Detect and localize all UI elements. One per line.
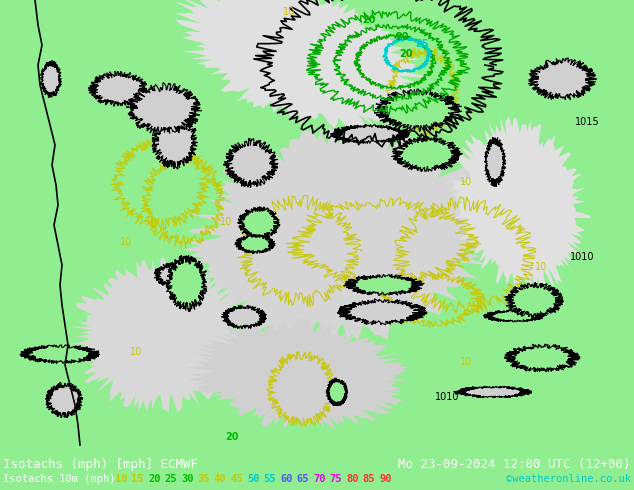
Text: 10: 10 xyxy=(120,237,133,247)
Polygon shape xyxy=(88,71,147,106)
Polygon shape xyxy=(166,255,207,312)
Polygon shape xyxy=(174,0,429,132)
Text: 65: 65 xyxy=(297,474,309,484)
Text: 60: 60 xyxy=(280,474,292,484)
Polygon shape xyxy=(20,344,100,364)
Polygon shape xyxy=(330,124,410,144)
Polygon shape xyxy=(221,305,266,329)
Text: 10: 10 xyxy=(283,7,295,17)
Text: 90: 90 xyxy=(379,474,392,484)
Text: 50: 50 xyxy=(247,474,259,484)
Polygon shape xyxy=(126,83,202,134)
Text: 15: 15 xyxy=(131,474,144,484)
Text: 20: 20 xyxy=(399,49,413,59)
Text: 35: 35 xyxy=(198,474,210,484)
Text: 10: 10 xyxy=(460,357,472,367)
Polygon shape xyxy=(183,125,498,351)
Text: 10: 10 xyxy=(220,217,232,227)
Polygon shape xyxy=(374,89,462,132)
Text: 20: 20 xyxy=(225,432,238,442)
Text: 10: 10 xyxy=(460,177,472,187)
Text: 25: 25 xyxy=(415,39,429,49)
Text: 20: 20 xyxy=(148,474,160,484)
Text: 80: 80 xyxy=(346,474,358,484)
Polygon shape xyxy=(142,95,197,122)
Text: 20: 20 xyxy=(395,32,408,42)
Text: 20: 20 xyxy=(362,15,375,25)
Polygon shape xyxy=(529,58,597,99)
Polygon shape xyxy=(41,60,61,98)
Text: 70: 70 xyxy=(313,474,325,484)
Text: Isotachs (mph) [mph] ECMWF: Isotachs (mph) [mph] ECMWF xyxy=(3,458,198,471)
Polygon shape xyxy=(484,138,506,187)
Text: 55: 55 xyxy=(264,474,276,484)
Text: Mo 23-09-2024 12:00 UTC (12+00): Mo 23-09-2024 12:00 UTC (12+00) xyxy=(399,458,631,471)
Text: 1010: 1010 xyxy=(435,392,460,402)
Polygon shape xyxy=(327,378,347,406)
Polygon shape xyxy=(235,234,275,253)
Polygon shape xyxy=(186,318,410,430)
Polygon shape xyxy=(504,344,580,372)
Polygon shape xyxy=(483,310,545,322)
Text: 75: 75 xyxy=(330,474,342,484)
Text: 1015: 1015 xyxy=(575,117,600,127)
Text: 30: 30 xyxy=(181,474,193,484)
Polygon shape xyxy=(223,138,278,188)
Text: 10: 10 xyxy=(115,474,127,484)
Polygon shape xyxy=(505,282,564,318)
Polygon shape xyxy=(152,115,197,169)
Text: 10: 10 xyxy=(130,347,142,357)
Text: 40: 40 xyxy=(214,474,226,484)
Polygon shape xyxy=(337,299,427,325)
Text: 45: 45 xyxy=(231,474,243,484)
Text: 85: 85 xyxy=(363,474,375,484)
Text: 25: 25 xyxy=(164,474,177,484)
Polygon shape xyxy=(452,116,590,294)
Polygon shape xyxy=(238,207,280,239)
Polygon shape xyxy=(344,274,424,295)
Polygon shape xyxy=(70,256,249,413)
Text: ©weatheronline.co.uk: ©weatheronline.co.uk xyxy=(506,474,631,484)
Polygon shape xyxy=(454,386,532,398)
Polygon shape xyxy=(392,136,462,171)
Polygon shape xyxy=(154,262,200,288)
Polygon shape xyxy=(46,382,83,418)
Text: Isotachs 10m (mph): Isotachs 10m (mph) xyxy=(3,474,115,484)
Text: 10: 10 xyxy=(535,262,547,272)
Text: 1010: 1010 xyxy=(570,252,595,262)
